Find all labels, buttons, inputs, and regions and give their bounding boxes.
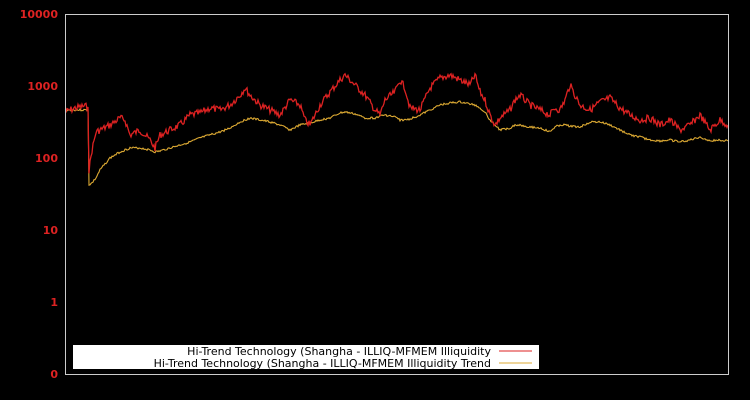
y-tick-label: 1000 xyxy=(27,80,58,93)
illiquidity-trend-line xyxy=(64,100,729,186)
y-tick-label: 10000 xyxy=(20,8,59,21)
y-tick-label: 100 xyxy=(35,152,58,165)
y-tick-label: 0 xyxy=(50,368,58,381)
y-tick-label: 1 xyxy=(50,296,58,309)
legend: Hi-Trend Technology (Shangha - ILLIQ-MFM… xyxy=(73,345,539,370)
legend-label-illiquidity: Hi-Trend Technology (Shangha - ILLIQ-MFM… xyxy=(187,345,491,358)
legend-label-illiquidity-trend: Hi-Trend Technology (Shangha - ILLIQ-MFM… xyxy=(154,357,491,370)
illiquidity-line xyxy=(64,72,729,174)
y-tick-label: 10 xyxy=(43,224,59,237)
legend-box xyxy=(73,345,539,369)
plot-lines xyxy=(64,72,729,186)
plot-frame xyxy=(65,14,729,375)
